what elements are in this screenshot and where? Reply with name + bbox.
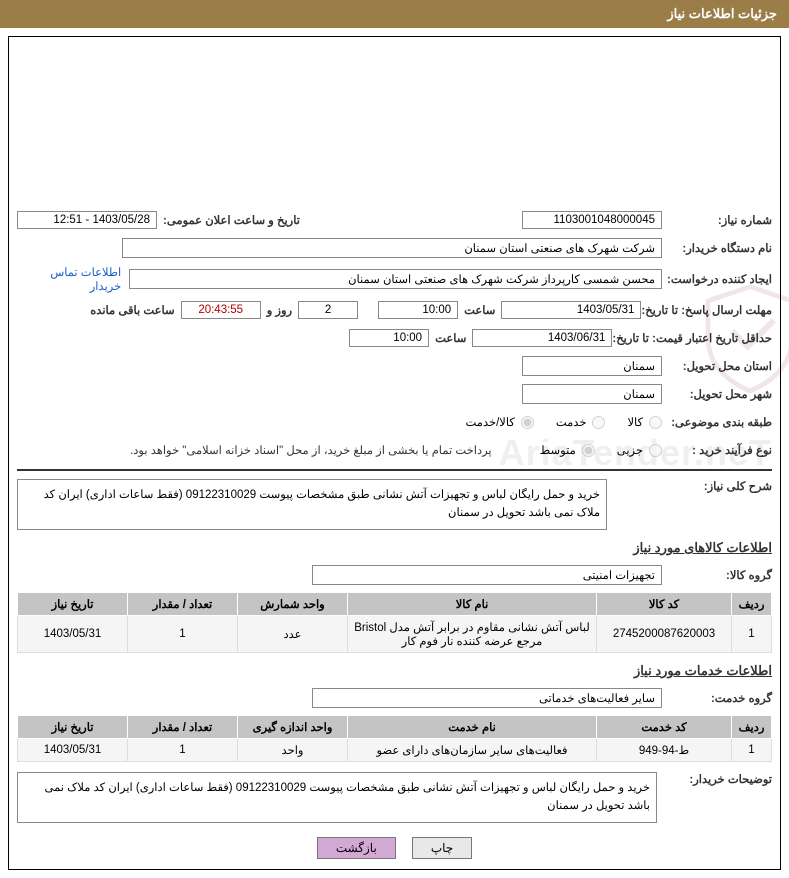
td-name: فعالیت‌های سایر سازمان‌های دارای عضو (348, 738, 597, 761)
validity-date: 1403/06/31 (472, 329, 612, 347)
td-row: 1 (732, 615, 772, 652)
td-date: 1403/05/31 (18, 615, 128, 652)
td-qty: 1 (128, 738, 238, 761)
goods-table: ردیف کد کالا نام کالا واحد شمارش تعداد /… (17, 592, 772, 653)
radio-service (592, 416, 605, 429)
goods-group-value: تجهیزات امنیتی (312, 565, 662, 585)
deadline-date: 1403/05/31 (501, 301, 641, 319)
need-no-value: 1103001048000045 (522, 211, 662, 229)
radio-goods (649, 416, 662, 429)
days-remaining: 2 (298, 301, 358, 319)
th-code: کد کالا (597, 592, 732, 615)
th-date: تاریخ نیاز (18, 715, 128, 738)
table-row: 1 2745200087620003 لباس آتش نشانی مقاوم … (18, 615, 772, 652)
province-label: استان محل تحویل: (662, 359, 772, 373)
deadline-time: 10:00 (378, 301, 458, 319)
process-label: نوع فرآیند خرید : (662, 443, 772, 457)
td-name: لباس آتش نشانی مقاوم در برابر آتش مدل Br… (348, 615, 597, 652)
th-name: نام کالا (348, 592, 597, 615)
th-row: ردیف (732, 715, 772, 738)
radio-goods-label: کالا (627, 415, 643, 429)
td-qty: 1 (128, 615, 238, 652)
deadline-label: مهلت ارسال پاسخ: تا تاریخ: (641, 303, 772, 317)
countdown: 20:43:55 (181, 301, 261, 319)
services-group-label: گروه خدمت: (662, 691, 772, 705)
buyer-notes-text: خرید و حمل رایگان لباس و تجهیزات آتش نشا… (17, 772, 657, 823)
services-group-value: سایر فعالیت‌های خدماتی (312, 688, 662, 708)
buyer-org-label: نام دستگاه خریدار: (662, 241, 772, 255)
services-section-title: اطلاعات خدمات مورد نیاز (17, 663, 772, 679)
contact-link[interactable]: اطلاعات تماس خریدار (17, 265, 121, 293)
days-and-label: روز و (267, 303, 292, 317)
separator-1 (17, 469, 772, 471)
td-unit: عدد (238, 615, 348, 652)
announce-label: تاریخ و ساعت اعلان عمومی: (163, 213, 300, 227)
content-panel: AriaTender.neT شماره نیاز: 1103001048000… (8, 36, 781, 870)
services-table: ردیف کد خدمت نام خدمت واحد اندازه گیری ت… (17, 715, 772, 762)
print-button[interactable]: چاپ (412, 837, 472, 859)
th-qty: تعداد / مقدار (128, 715, 238, 738)
province-value: سمنان (522, 356, 662, 376)
radio-medium (582, 444, 595, 457)
th-unit: واحد اندازه گیری (238, 715, 348, 738)
announce-value: 1403/05/28 - 12:51 (17, 211, 157, 229)
th-code: کد خدمت (597, 715, 732, 738)
requester-value: محسن شمسی کارپرداز شرکت شهرک های صنعتی ا… (129, 269, 662, 289)
th-unit: واحد شمارش (238, 592, 348, 615)
goods-section-title: اطلاعات کالاهای مورد نیاز (17, 540, 772, 556)
category-label: طبقه بندی موضوعی: (662, 415, 772, 429)
header-title: جزئیات اطلاعات نیاز (667, 6, 777, 21)
td-date: 1403/05/31 (18, 738, 128, 761)
radio-small (649, 444, 662, 457)
td-code: ط-94-949 (597, 738, 732, 761)
th-qty: تعداد / مقدار (128, 592, 238, 615)
requester-label: ایجاد کننده درخواست: (662, 272, 772, 286)
city-label: شهر محل تحویل: (662, 387, 772, 401)
validity-label: حداقل تاریخ اعتبار قیمت: تا تاریخ: (612, 331, 772, 345)
radio-service-label: خدمت (556, 415, 587, 429)
time-label-1: ساعت (464, 303, 495, 317)
td-code: 2745200087620003 (597, 615, 732, 652)
td-unit: واحد (238, 738, 348, 761)
th-date: تاریخ نیاز (18, 592, 128, 615)
th-row: ردیف (732, 592, 772, 615)
validity-time: 10:00 (349, 329, 429, 347)
remaining-label: ساعت باقی مانده (90, 303, 174, 317)
overview-label: شرح کلی نیاز: (662, 479, 772, 493)
radio-medium-label: متوسط (540, 443, 576, 457)
page-header: جزئیات اطلاعات نیاز (0, 0, 789, 28)
th-name: نام خدمت (348, 715, 597, 738)
button-row: چاپ بازگشت (17, 837, 772, 859)
goods-group-label: گروه کالا: (662, 568, 772, 582)
back-button[interactable]: بازگشت (317, 837, 396, 859)
city-value: سمنان (522, 384, 662, 404)
overview-text: خرید و حمل رایگان لباس و تجهیزات آتش نشا… (17, 479, 607, 530)
radio-small-label: جزیی (617, 443, 643, 457)
table-row: 1 ط-94-949 فعالیت‌های سایر سازمان‌های دا… (18, 738, 772, 761)
need-no-label: شماره نیاز: (662, 213, 772, 227)
payment-note: پرداخت تمام یا بخشی از مبلغ خرید، از محل… (130, 443, 492, 457)
radio-both-label: کالا/خدمت (466, 415, 515, 429)
td-row: 1 (732, 738, 772, 761)
buyer-notes-label: توضیحات خریدار: (662, 772, 772, 786)
radio-both (521, 416, 534, 429)
time-label-2: ساعت (435, 331, 466, 345)
buyer-org-value: شرکت شهرک های صنعتی استان سمنان (122, 238, 662, 258)
